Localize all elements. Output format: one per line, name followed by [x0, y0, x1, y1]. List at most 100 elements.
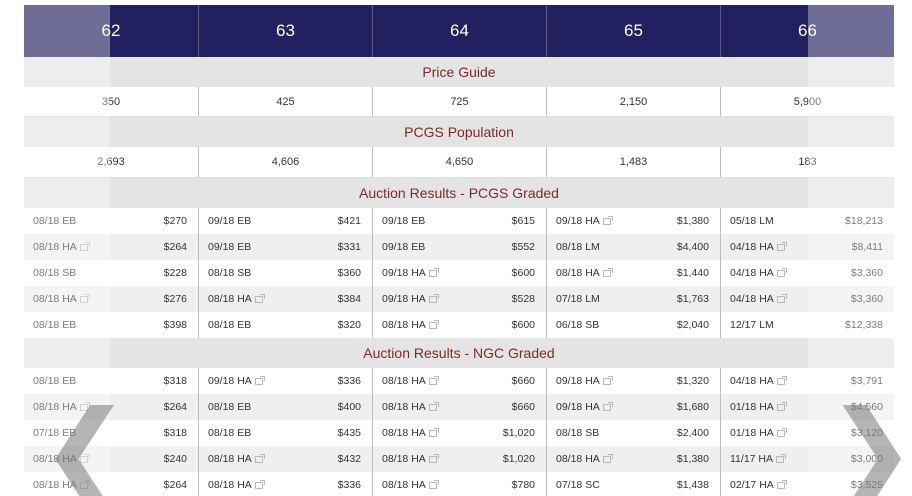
external-link-icon[interactable]	[79, 453, 90, 463]
external-link-icon[interactable]	[79, 401, 90, 411]
auction-date-source[interactable]: 04/18 HA	[730, 241, 787, 253]
auction-date-source[interactable]: 08/18 HA	[382, 319, 439, 331]
auction-date-source[interactable]: 09/18 HA	[382, 293, 439, 305]
auction-date-source: 05/18 LM	[730, 215, 774, 227]
auction-cell[interactable]: 08/18 HA $264	[24, 234, 198, 260]
auction-date-source[interactable]: 08/18 HA	[382, 401, 439, 413]
auction-cell[interactable]: 09/18 HA $1,680	[546, 394, 720, 420]
auction-ngc-table: 08/18 EB $318 09/18 HA $336 08/18 HA $660 09/1…	[24, 368, 894, 496]
external-link-icon[interactable]	[776, 241, 787, 251]
external-link-icon[interactable]	[602, 215, 613, 225]
auction-cell[interactable]: 01/18 HA $4,560	[720, 394, 894, 420]
auction-cell[interactable]: 08/18 HA $600	[372, 312, 546, 338]
auction-cell[interactable]: 01/18 HA $3,120	[720, 420, 894, 446]
external-link-icon[interactable]	[776, 375, 787, 385]
auction-cell[interactable]: 08/18 HA $336	[198, 472, 372, 496]
external-link-icon[interactable]	[428, 427, 439, 437]
auction-date-source[interactable]: 04/18 HA	[730, 267, 787, 279]
auction-cell[interactable]: 04/18 HA $3,791	[720, 368, 894, 394]
auction-cell[interactable]: 08/18 HA $1,380	[546, 446, 720, 472]
auction-cell[interactable]: 04/18 HA $3,360	[720, 260, 894, 286]
auction-cell[interactable]: 08/18 HA $432	[198, 446, 372, 472]
auction-date-source[interactable]: 09/18 HA	[556, 375, 613, 387]
auction-cell[interactable]: 11/17 HA $3,000	[720, 446, 894, 472]
auction-date-source[interactable]: 01/18 HA	[730, 401, 787, 413]
auction-date-source[interactable]: 09/18 HA	[208, 375, 265, 387]
auction-date-source[interactable]: 08/18 HA	[33, 293, 90, 305]
auction-date-source[interactable]: 09/18 HA	[556, 215, 613, 227]
auction-cell[interactable]: 08/18 HA $264	[24, 394, 198, 420]
auction-date-source[interactable]: 08/18 HA	[382, 427, 439, 439]
auction-date: 09/18 EB	[382, 215, 426, 227]
auction-date: 08/18 HA	[382, 479, 426, 491]
auction-date-source[interactable]: 08/18 HA	[556, 453, 613, 465]
external-link-icon[interactable]	[776, 453, 786, 463]
auction-date-source[interactable]: 04/18 HA	[730, 375, 787, 387]
external-link-icon[interactable]	[79, 241, 90, 251]
auction-date-source[interactable]: 08/18 HA	[33, 479, 90, 491]
auction-cell[interactable]: 08/18 HA $384	[198, 286, 372, 312]
auction-cell[interactable]: 02/17 HA $3,525	[720, 472, 894, 496]
external-link-icon[interactable]	[254, 293, 265, 303]
auction-cell[interactable]: 09/18 HA $1,380	[546, 208, 720, 234]
external-link-icon[interactable]	[602, 267, 613, 277]
external-link-icon[interactable]	[79, 293, 90, 303]
auction-cell[interactable]: 08/18 HA $264	[24, 472, 198, 496]
auction-cell[interactable]: 08/18 HA $240	[24, 446, 198, 472]
external-link-icon[interactable]	[602, 401, 613, 411]
auction-date-source[interactable]: 09/18 HA	[556, 401, 613, 413]
auction-cell[interactable]: 08/18 HA $660	[372, 394, 546, 420]
auction-date-source[interactable]: 08/18 HA	[382, 453, 439, 465]
auction-date-source[interactable]: 08/18 HA	[382, 479, 439, 491]
auction-cell[interactable]: 08/18 HA $276	[24, 286, 198, 312]
auction-date-source[interactable]: 04/18 HA	[730, 293, 787, 305]
external-link-icon[interactable]	[428, 319, 439, 329]
external-link-icon[interactable]	[254, 479, 265, 489]
auction-cell[interactable]: 09/18 HA $528	[372, 286, 546, 312]
auction-cell[interactable]: 09/18 HA $600	[372, 260, 546, 286]
external-link-icon[interactable]	[428, 267, 439, 277]
auction-cell[interactable]: 08/18 HA $1,440	[546, 260, 720, 286]
auction-date-source[interactable]: 08/18 HA	[382, 375, 439, 387]
auction-date-source[interactable]: 08/18 HA	[556, 267, 613, 279]
auction-cell[interactable]: 08/18 HA $1,020	[372, 420, 546, 446]
auction-date-source[interactable]: 09/18 HA	[382, 267, 439, 279]
external-link-icon[interactable]	[79, 479, 90, 489]
auction-date-source[interactable]: 02/17 HA	[730, 479, 787, 491]
external-link-icon[interactable]	[254, 453, 265, 463]
external-link-icon[interactable]	[776, 401, 787, 411]
auction-date-source[interactable]: 08/18 HA	[33, 241, 90, 253]
auction-date-source: 08/18 EB	[33, 215, 76, 227]
auction-cell[interactable]: 09/18 HA $336	[198, 368, 372, 394]
carousel-next-button[interactable]: ❯	[826, 388, 912, 496]
external-link-icon[interactable]	[776, 293, 787, 303]
auction-price: $318	[163, 427, 187, 439]
auction-date-source[interactable]: 08/18 HA	[33, 401, 90, 413]
external-link-icon[interactable]	[602, 375, 613, 385]
auction-date-source[interactable]: 01/18 HA	[730, 427, 787, 439]
population-value: 4,650	[372, 147, 546, 177]
auction-cell[interactable]: 08/18 HA $1,020	[372, 446, 546, 472]
auction-date-source[interactable]: 11/17 HA	[730, 453, 786, 465]
external-link-icon[interactable]	[776, 479, 787, 489]
price-guide-title: Price Guide	[24, 57, 894, 87]
auction-cell[interactable]: 09/18 HA $1,320	[546, 368, 720, 394]
auction-cell[interactable]: 08/18 HA $660	[372, 368, 546, 394]
auction-date-source[interactable]: 08/18 HA	[208, 293, 265, 305]
external-link-icon[interactable]	[428, 479, 439, 489]
external-link-icon[interactable]	[428, 375, 439, 385]
auction-date-source[interactable]: 08/18 HA	[33, 453, 90, 465]
external-link-icon[interactable]	[776, 427, 787, 437]
external-link-icon[interactable]	[776, 267, 787, 277]
auction-cell[interactable]: 08/18 HA $780	[372, 472, 546, 496]
external-link-icon[interactable]	[428, 453, 439, 463]
external-link-icon[interactable]	[428, 293, 439, 303]
auction-cell[interactable]: 04/18 HA $8,411	[720, 234, 894, 260]
auction-cell[interactable]: 04/18 HA $3,360	[720, 286, 894, 312]
carousel-prev-button[interactable]: ❮	[40, 388, 131, 496]
external-link-icon[interactable]	[254, 375, 265, 385]
auction-date-source[interactable]: 08/18 HA	[208, 479, 265, 491]
external-link-icon[interactable]	[428, 401, 439, 411]
external-link-icon[interactable]	[602, 453, 613, 463]
auction-date-source[interactable]: 08/18 HA	[208, 453, 265, 465]
